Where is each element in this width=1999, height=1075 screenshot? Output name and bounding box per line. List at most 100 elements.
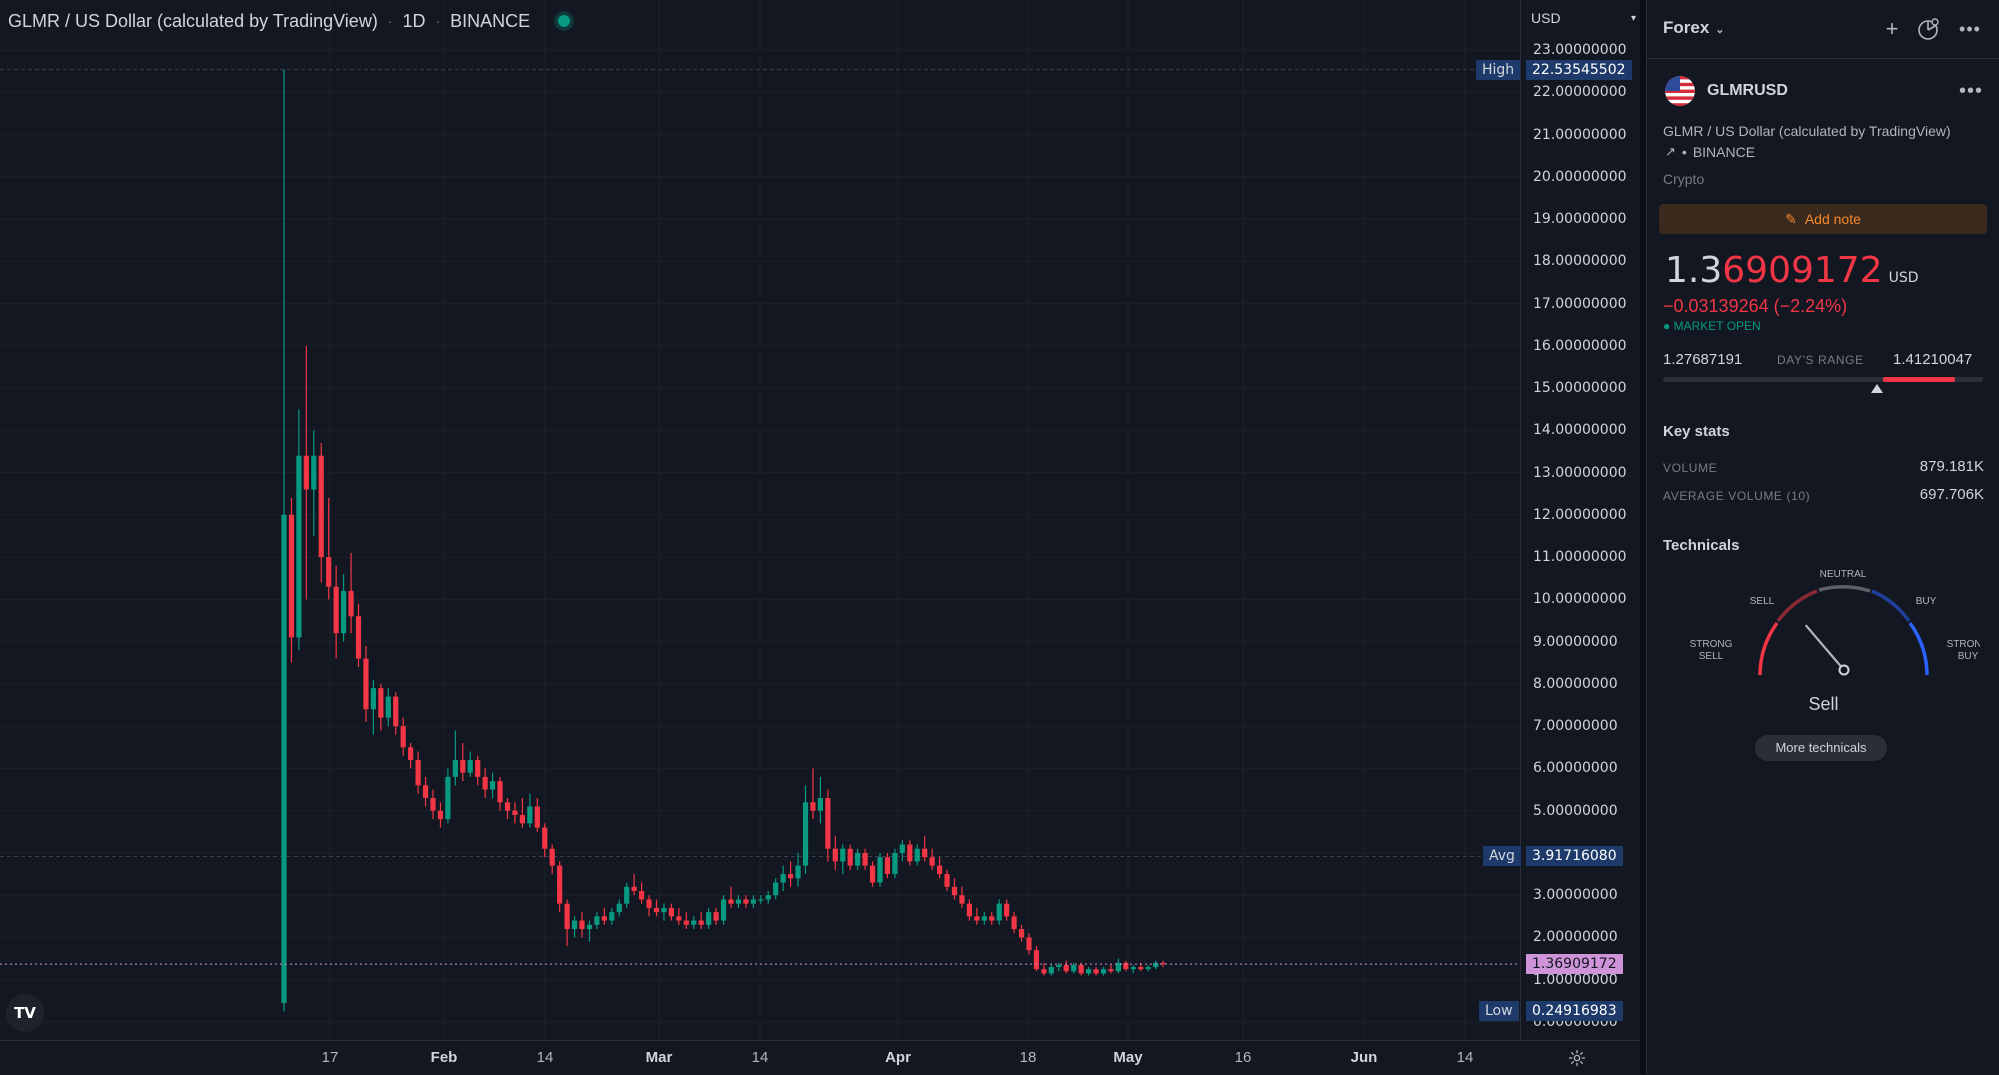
candle-body [974,916,980,921]
tradingview-logo-icon[interactable]: TV [6,994,44,1032]
candle-body [765,895,771,900]
candle-body [780,874,786,883]
more-options-icon[interactable]: ••• [1959,19,1981,39]
candle-body [862,852,868,866]
candle-body [981,916,987,921]
candle-body [683,920,689,925]
chart-symbol-name[interactable]: GLMR / US Dollar (calculated by TradingV… [8,10,378,31]
candle-body [564,903,570,930]
candle-body [668,907,674,917]
add-symbol-plus-icon[interactable]: + [1885,16,1899,41]
candle-body [1004,903,1010,917]
candle-body [586,924,593,930]
current-price-tag: 1.36909172 [1526,954,1623,975]
candle-body [661,907,667,913]
candle-body [549,848,555,866]
market-status: ● MARKET OPEN [1663,319,1761,333]
chart-interval[interactable]: 1D [402,10,426,31]
price-tick-label: 12.00000000 [1533,506,1627,523]
add-note-button[interactable]: ✎ Add note [1659,204,1987,234]
candle-body [1130,967,1136,970]
candle-body [1063,964,1069,972]
candle-body [542,827,548,849]
candle-body [467,759,473,773]
candle-body [571,920,578,930]
price-tick-label: 18.00000000 [1533,253,1627,270]
candle-body [884,857,891,875]
symbol-exchange[interactable]: BINANCE [1692,144,1756,160]
price-tick-label: 15.00000000 [1533,380,1627,397]
candle-body [1026,937,1032,951]
last-price: 1.36909172 USD [1665,250,1919,291]
candle-body [706,912,712,925]
technicals-title[interactable]: Technicals [1663,537,1740,554]
currency-select[interactable]: USD ▾ [1531,8,1636,28]
edit-note-icon: ✎ [1785,210,1797,227]
symbol-more-options-icon[interactable]: ••• [1959,80,1984,102]
days-range-marker-icon [1871,384,1884,393]
candle-body [624,886,630,904]
gear-icon[interactable] [1568,1049,1586,1067]
key-stats-title[interactable]: Key stats [1663,423,1730,440]
days-range-high: 1.41210047 [1893,351,1973,368]
price-tick-label: 5.00000000 [1533,802,1618,819]
candle-body [646,899,652,908]
candle-body [1033,950,1040,970]
candle-body [773,882,779,896]
market-status-text: MARKET OPEN [1673,319,1761,333]
candle-body [788,874,794,879]
price-change: −0.03139264 (−2.24%) [1663,296,1848,316]
candle-body [609,912,615,921]
volume-label: VOLUME [1663,461,1718,475]
price-axis[interactable]: USD ▾ 23.00000000 22.00000000 21.00000000 2… [1520,0,1641,1040]
candle-body [490,781,496,790]
advanced-view-chart-icon[interactable] [1915,16,1941,42]
candle-body [1115,962,1121,972]
candle-body [728,899,734,904]
symbol-ticker[interactable]: GLMRUSD [1707,82,1788,99]
candle-body [691,920,697,925]
candlestick-chart[interactable] [0,0,1520,1040]
gauge-label-strong-buy-2: BUY [1958,651,1979,662]
gauge-arc-buy [1871,589,1911,623]
candle-body [355,616,362,659]
candle-body [795,865,801,879]
candle-body [758,899,764,901]
exchange-row: ↗ • BINANCE [1665,144,1755,160]
time-tick-label: May [1113,1049,1143,1066]
gauge-arc-strong-sell [1758,621,1779,676]
candle-body [1093,969,1099,974]
candle-body [400,726,406,748]
price-tick-label: 1.00000000 [1533,971,1618,988]
candle-body [594,916,600,925]
panel-divider[interactable] [1640,0,1646,1074]
watchlist-dropdown[interactable]: Forex ⌄ [1663,18,1725,38]
high-price-value: 22.53545502 [1526,59,1632,80]
candle-body [318,455,324,558]
price-tick-label: 9.00000000 [1533,633,1618,650]
market-status-dot-icon [558,15,571,27]
external-link-icon[interactable]: ↗ [1665,144,1676,159]
more-technicals-button[interactable]: More technicals [1755,735,1887,761]
chart-pane[interactable]: GLMR / US Dollar (calculated by TradingV… [0,0,1520,1040]
candle-body [720,899,727,921]
days-range-label: DAY'S RANGE [1777,353,1864,367]
symbol-description[interactable]: GLMR / US Dollar (calculated by TradingV… [1663,123,1951,139]
candle-body [892,852,898,875]
last-price-changed-part: 6909172 [1722,250,1883,291]
candle-body [408,747,414,760]
chevron-down-icon: ▾ [1630,12,1636,24]
candle-body [296,455,302,638]
price-tick-label: 16.00000000 [1533,337,1627,354]
candle-body [944,874,950,887]
candle-body [1123,962,1129,970]
candle-body [996,903,1002,921]
time-axis[interactable]: 17 Feb 14 Mar 14 Apr 18 May 16 Jun 14 [0,1040,1640,1075]
candle-body [966,903,972,917]
candle-body [907,844,913,862]
gauge-arc-neutral [1818,585,1871,593]
low-price-value: 0.24916983 [1526,1001,1623,1022]
chevron-down-icon: ⌄ [1715,24,1725,36]
candle-body [385,696,391,718]
currency-value: USD [1531,10,1561,26]
